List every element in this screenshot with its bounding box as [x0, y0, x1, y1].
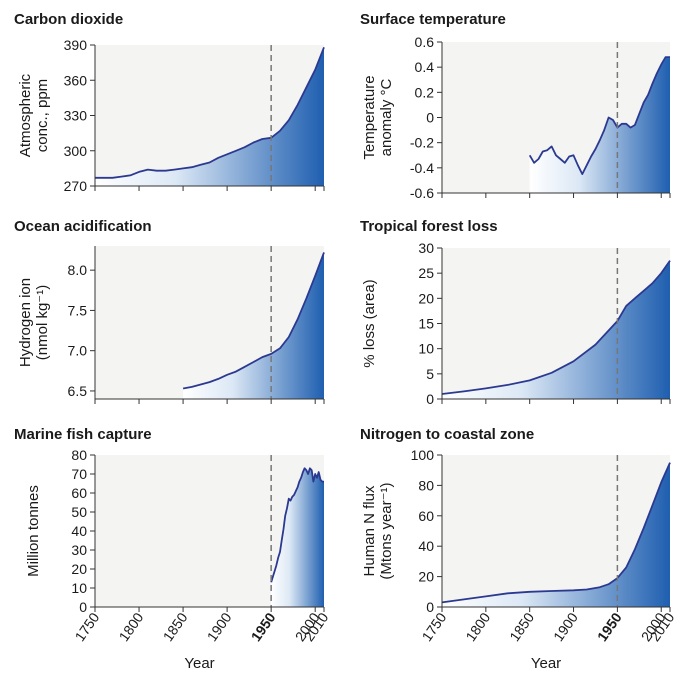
- y-tick-label: 360: [64, 72, 88, 88]
- y-tick-label: 100: [411, 447, 435, 463]
- y-tick-label: -0.6: [410, 185, 434, 201]
- y-axis-label: % loss (area): [361, 279, 378, 367]
- chart-panel-5: Marine fish capture 0 10 20 30 40 50 60 70 80 Mill…: [14, 426, 332, 672]
- y-axis-label: conc., ppm: [34, 79, 51, 152]
- chart-title: Ocean acidification: [14, 218, 152, 235]
- y-tick-label: 20: [418, 290, 434, 306]
- y-tick-label: 80: [418, 477, 434, 493]
- chart-panel-4: Tropical forest loss 0 5 10 15 20 25 30 % loss (…: [360, 218, 670, 407]
- x-tick-label: 1750: [418, 609, 449, 644]
- y-tick-label: 50: [71, 504, 87, 520]
- y-tick-label: 7.0: [68, 343, 88, 359]
- x-tick-label: 1900: [550, 609, 581, 644]
- chart-panel-3: Ocean acidification 6.5 7.0 7.5 8.0 Hydrogen …: [14, 218, 324, 404]
- x-tick-label: 1950: [594, 609, 625, 644]
- x-tick-label: 1950: [248, 609, 279, 644]
- chart-panel-6: Nitrogen to coastal zone 0 20 40 60 80 100 Huma…: [360, 426, 678, 672]
- x-tick-label: 1800: [116, 609, 147, 644]
- y-tick-label: 25: [418, 265, 434, 281]
- y-axis-label: anomaly °C: [378, 78, 395, 156]
- y-axis-label: Human N flux: [361, 485, 378, 576]
- x-tick-label: 1900: [204, 609, 235, 644]
- y-tick-label: 70: [71, 466, 87, 482]
- y-tick-label: 60: [71, 485, 87, 501]
- y-axis-label: Hydrogen ion: [17, 278, 34, 367]
- y-tick-label: 330: [64, 108, 88, 124]
- x-axis-title: Year: [184, 655, 214, 672]
- y-tick-label: 5: [426, 366, 434, 382]
- chart-title: Nitrogen to coastal zone: [360, 426, 534, 443]
- y-tick-label: 6.5: [68, 383, 88, 399]
- y-tick-label: 390: [64, 37, 88, 53]
- y-axis-label: Million tonnes: [25, 485, 42, 577]
- chart-title: Marine fish capture: [14, 426, 152, 443]
- chart-title: Tropical forest loss: [360, 218, 498, 235]
- x-tick-label: 1850: [506, 609, 537, 644]
- y-axis-label: Temperature: [361, 75, 378, 159]
- y-tick-label: 8.0: [68, 262, 88, 278]
- y-tick-label: 0.6: [415, 34, 435, 50]
- y-tick-label: 80: [71, 447, 87, 463]
- y-tick-label: 270: [64, 178, 88, 194]
- y-tick-label: 40: [71, 523, 87, 539]
- y-tick-label: 0.2: [415, 84, 435, 100]
- y-tick-label: 0: [426, 110, 434, 126]
- y-tick-label: 300: [64, 143, 88, 159]
- chart-panel-1: Carbon dioxide 270 300 330 360 390 Atmospheric…: [14, 11, 324, 194]
- y-tick-label: -0.2: [410, 135, 434, 151]
- y-axis-label: (Mtons year⁻¹): [378, 482, 395, 579]
- y-tick-label: 0: [426, 391, 434, 407]
- y-tick-label: -0.4: [410, 160, 434, 176]
- y-tick-label: 30: [71, 542, 87, 558]
- chart-title: Surface temperature: [360, 11, 506, 28]
- x-tick-label: 1750: [71, 609, 102, 644]
- chart-panel-2: Surface temperature -0.6 -0.4 -0.2 0 0.2 0.4 0.…: [360, 11, 670, 201]
- y-tick-label: 0: [426, 599, 434, 615]
- y-axis-label: (nmol kg⁻¹): [34, 285, 51, 360]
- y-tick-label: 40: [418, 538, 434, 554]
- y-axis-label: Atmospheric: [17, 73, 34, 157]
- chart-title: Carbon dioxide: [14, 11, 123, 28]
- y-tick-label: 20: [418, 569, 434, 585]
- y-tick-label: 0.4: [415, 59, 435, 75]
- y-tick-label: 30: [418, 240, 434, 256]
- y-tick-label: 7.5: [68, 302, 88, 318]
- y-tick-label: 0: [79, 599, 87, 615]
- y-tick-label: 20: [71, 561, 87, 577]
- y-tick-label: 10: [71, 580, 87, 596]
- x-tick-label: 1800: [462, 609, 493, 644]
- y-tick-label: 10: [418, 341, 434, 357]
- x-tick-label: 1850: [160, 609, 191, 644]
- y-tick-label: 60: [418, 508, 434, 524]
- y-tick-label: 15: [418, 316, 434, 332]
- x-axis-title: Year: [531, 655, 561, 672]
